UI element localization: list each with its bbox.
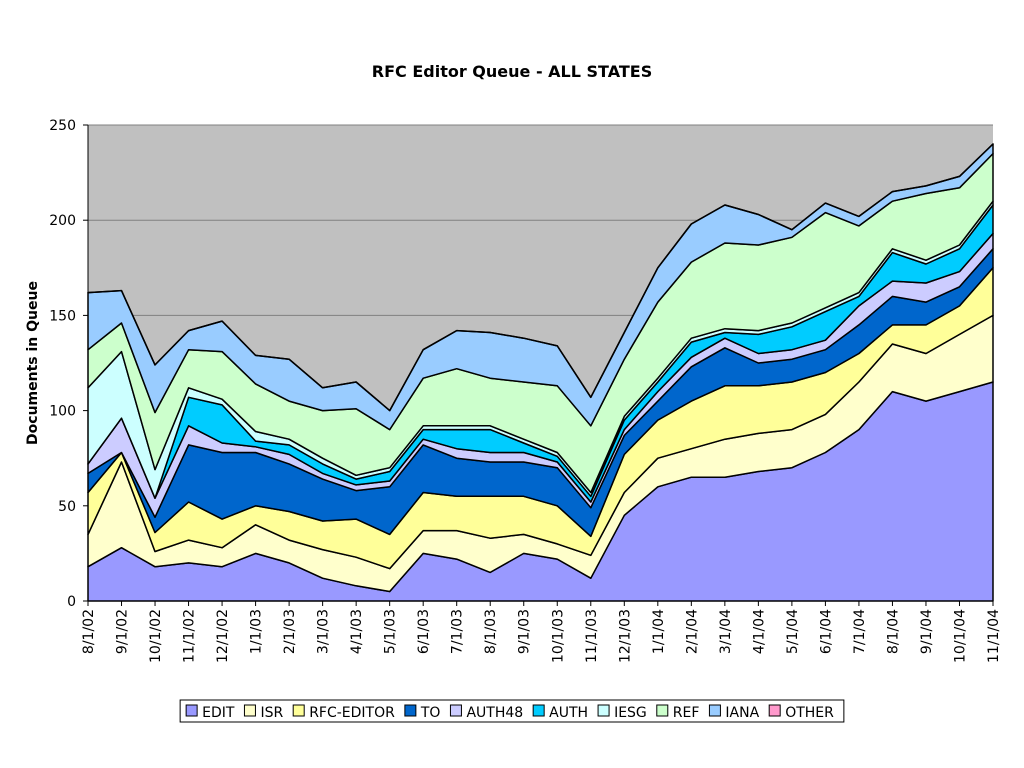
x-tick-label: 3/1/03 (316, 609, 332, 654)
x-tick-label: 9/1/04 (919, 609, 935, 654)
x-tick-label: 1/1/03 (249, 609, 265, 654)
x-tick-label: 8/1/03 (483, 609, 499, 654)
x-tick-label: 6/1/04 (818, 609, 834, 654)
x-tick-label: 11/1/03 (584, 609, 600, 663)
x-tick-label: 5/1/03 (383, 609, 399, 654)
x-tick-label: 8/1/04 (885, 609, 901, 654)
legend-swatch-isr (243, 704, 256, 717)
legend-label-other: OTHER (785, 705, 834, 721)
x-tick-label: 10/1/02 (148, 609, 164, 663)
x-tick-label: 10/1/03 (550, 609, 566, 663)
x-tick-label: 12/1/02 (215, 609, 231, 663)
legend-label-iesg: IESG (614, 705, 647, 721)
y-tick-label: 50 (58, 499, 76, 515)
x-axis-ticks: 8/1/02 9/1/02 10/1/02 11/1/02 12/1/02 1/1/03 2… (81, 601, 1002, 663)
legend-swatch-auth48 (449, 704, 462, 717)
legend-label-auth: AUTH (549, 705, 588, 721)
x-tick-label: 8/1/02 (81, 609, 97, 654)
legend-swatch-auth (532, 704, 545, 717)
x-tick-label: 11/1/02 (182, 609, 198, 663)
legend-label-to: TO (420, 705, 441, 721)
y-tick-label: 150 (49, 308, 76, 324)
x-tick-label: 12/1/03 (617, 609, 633, 663)
legend-swatch-ref (656, 704, 669, 717)
legend-box (179, 699, 845, 723)
y-tick-label: 100 (49, 404, 76, 420)
x-tick-label: 5/1/04 (785, 609, 801, 654)
legend-label-auth48: AUTH48 (466, 705, 523, 721)
legend-swatch-iesg (597, 704, 610, 717)
chart-title: RFC Editor Queue - ALL STATES (372, 62, 652, 81)
legend-label-iana: IANA (725, 705, 759, 721)
x-tick-label: 2/1/04 (684, 609, 700, 654)
legend-swatch-to (404, 704, 417, 717)
legend-label-ref: REF (673, 705, 700, 721)
x-tick-label: 11/1/04 (986, 609, 1002, 663)
stacked-areas (87, 143, 994, 602)
y-tick-label: 200 (49, 213, 76, 229)
axes (87, 125, 993, 602)
x-tick-label: 6/1/03 (416, 609, 432, 654)
legend-label-rfc-editor: RFC-EDITOR (309, 705, 395, 721)
legend-label-isr: ISR (260, 705, 283, 721)
area-other (87, 143, 994, 412)
x-tick-label: 7/1/03 (450, 609, 466, 654)
x-tick-label: 10/1/04 (952, 609, 968, 663)
x-tick-label: 3/1/04 (718, 609, 734, 654)
x-tick-label: 4/1/04 (751, 609, 767, 654)
y-tick-label: 250 (49, 118, 76, 134)
legend-swatch-edit (185, 704, 198, 717)
legend: EDIT ISR RFC-EDITOR TO AUTH48 AUTH IESG REF IANA… (179, 699, 845, 723)
x-tick-label: 2/1/03 (282, 609, 298, 654)
legend-swatch-iana (708, 704, 721, 717)
legend-swatch-rfc-editor (292, 704, 305, 717)
x-tick-label: 9/1/02 (115, 609, 131, 654)
legend-swatch-other (768, 704, 781, 717)
y-tick-label: 0 (67, 594, 76, 610)
y-axis-ticks: 0 50 100 150 200 250 (49, 118, 88, 610)
x-tick-label: 9/1/03 (517, 609, 533, 654)
y-axis-label: Documents in Queue (25, 281, 41, 445)
x-tick-label: 1/1/04 (651, 609, 667, 654)
x-tick-label: 7/1/04 (852, 609, 868, 654)
x-tick-label: 4/1/03 (349, 609, 365, 654)
legend-label-edit: EDIT (202, 705, 235, 721)
